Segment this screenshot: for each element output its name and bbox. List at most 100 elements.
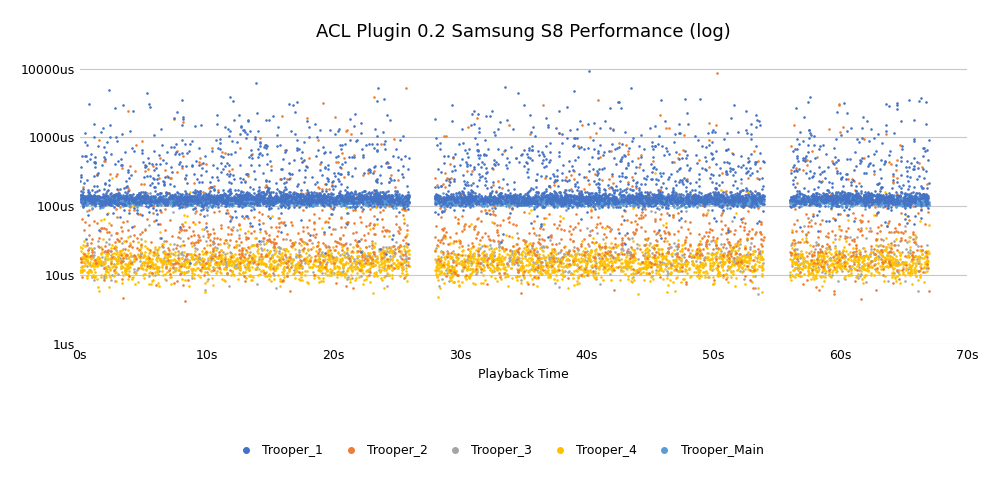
Point [193, 202, 209, 209]
Point [221, 200, 237, 207]
Point [684, 193, 700, 201]
Point [863, 199, 879, 206]
Point [681, 120, 697, 128]
Point [645, 243, 661, 250]
Point [293, 154, 309, 162]
Point [359, 272, 375, 280]
Point [457, 251, 473, 259]
Point [709, 261, 725, 269]
Point [703, 194, 719, 202]
Point [670, 267, 686, 275]
Point [496, 216, 511, 223]
Point [580, 254, 596, 261]
Point [467, 193, 483, 200]
Point [726, 197, 742, 205]
Point [488, 198, 503, 206]
Point [94, 199, 110, 206]
Point [734, 258, 750, 265]
Point [712, 197, 728, 205]
Point [541, 184, 557, 191]
Point [807, 272, 823, 280]
Point [524, 156, 540, 164]
Point [103, 198, 119, 206]
Point [832, 196, 848, 203]
Point [380, 196, 396, 203]
Point [539, 243, 555, 250]
Point [864, 197, 880, 205]
Point [645, 157, 661, 164]
Point [440, 193, 456, 200]
Point [347, 277, 363, 284]
Point [172, 196, 188, 203]
Point [831, 196, 846, 204]
Point [919, 197, 935, 205]
Point [651, 195, 667, 203]
Point [917, 253, 933, 261]
Point [920, 198, 936, 206]
Point [146, 194, 162, 201]
Point [748, 142, 764, 150]
Point [801, 126, 817, 134]
Point [338, 195, 354, 203]
Point [585, 196, 601, 203]
Point [439, 196, 455, 204]
Point [312, 126, 328, 134]
Point [570, 201, 586, 209]
Point [688, 199, 704, 206]
Point [183, 162, 199, 170]
Point [496, 194, 511, 201]
Point [548, 198, 564, 206]
Point [167, 140, 183, 148]
Point [812, 220, 828, 228]
Point [277, 197, 293, 205]
Point [81, 259, 97, 267]
Point [660, 193, 676, 201]
Point [657, 200, 673, 208]
Point [895, 258, 911, 266]
Point [648, 198, 664, 206]
Point [705, 196, 721, 203]
Point [74, 197, 90, 205]
Point [784, 197, 800, 205]
Point [380, 196, 396, 203]
Point [288, 196, 304, 204]
Point [634, 200, 650, 208]
Point [293, 273, 309, 281]
Point [486, 199, 501, 206]
Point [883, 261, 899, 269]
Point [837, 203, 853, 210]
Point [370, 196, 386, 204]
Point [322, 194, 338, 202]
Point [154, 196, 169, 203]
Point [699, 269, 715, 276]
Point [337, 273, 353, 281]
Point [270, 198, 286, 206]
Point [739, 129, 755, 137]
Point [894, 142, 910, 150]
Point [817, 262, 832, 270]
Point [836, 197, 852, 205]
Point [902, 198, 918, 206]
Point [133, 253, 149, 261]
Point [268, 196, 284, 204]
Point [504, 193, 520, 201]
Point [379, 158, 395, 166]
Point [690, 265, 706, 273]
Point [248, 198, 264, 206]
Point [649, 199, 665, 207]
Point [518, 242, 534, 250]
Point [323, 198, 339, 206]
Point [801, 196, 817, 204]
Point [891, 195, 907, 202]
Point [123, 199, 139, 206]
Point [107, 160, 123, 168]
Point [228, 255, 244, 263]
Point [847, 162, 863, 170]
Point [459, 168, 475, 175]
Point [388, 261, 404, 269]
Point [483, 112, 498, 120]
Point [475, 272, 491, 279]
Point [572, 195, 588, 202]
Point [745, 201, 761, 208]
Point [905, 197, 921, 205]
